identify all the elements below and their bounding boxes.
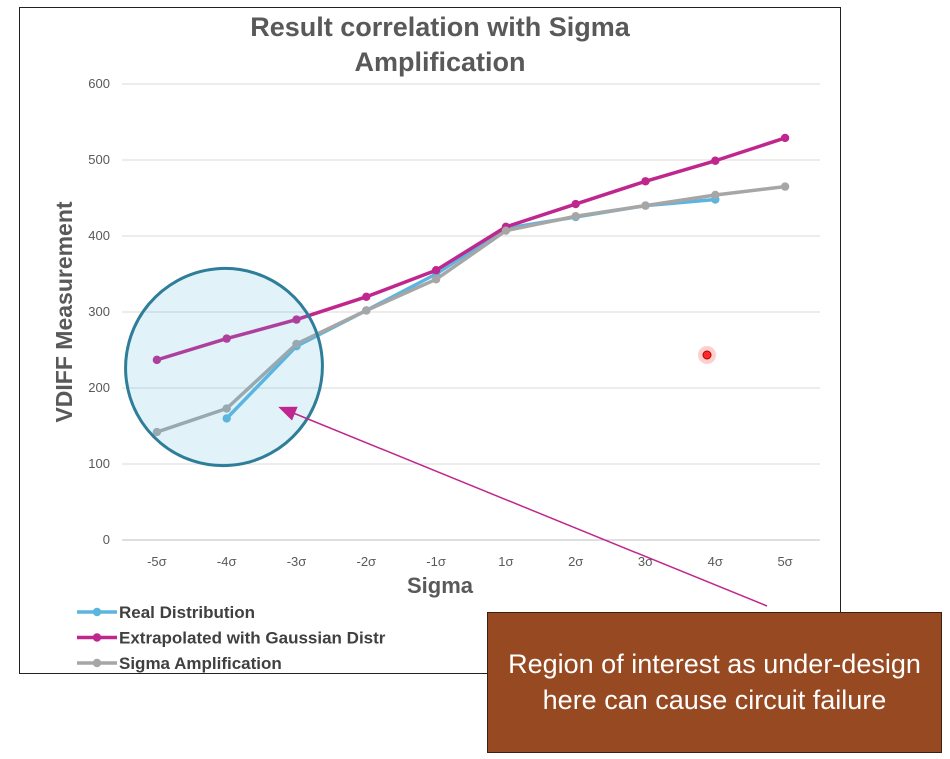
data-point	[222, 414, 231, 423]
region-of-interest-ellipse	[124, 266, 324, 468]
y-tick-label: 300	[88, 304, 110, 319]
x-tick-label: -4σ	[217, 554, 237, 569]
data-point	[362, 306, 371, 315]
x-tick-label: -1σ	[426, 554, 446, 569]
legend-label: Sigma Amplification	[119, 654, 282, 673]
annotation-callout: Region of interest as under-design here …	[487, 612, 942, 753]
y-tick-label: 400	[88, 228, 110, 243]
x-tick-label: 1σ	[498, 554, 513, 569]
series-3	[152, 182, 790, 437]
data-point	[571, 199, 580, 209]
data-point	[780, 182, 790, 191]
y-tick-label: 0	[103, 532, 110, 547]
chart-frame	[19, 7, 841, 674]
cursor-marker	[698, 346, 716, 364]
x-tick-label: -3σ	[287, 554, 307, 569]
legend-swatch-point	[92, 658, 102, 668]
y-tick-label: 200	[88, 380, 110, 395]
series-line	[156, 136, 786, 362]
x-tick-labels: -5σ -4σ -3σ -2σ -1σ 1σ 2σ 3σ 4σ 5σ	[147, 554, 793, 569]
y-tick-label: 100	[88, 456, 110, 471]
legend-swatch-point	[92, 633, 102, 642]
data-point	[292, 315, 301, 324]
data-point	[222, 334, 231, 343]
y-tick-label: 600	[88, 76, 110, 91]
legend-item: Real Distribution	[77, 603, 255, 622]
chart-title-line-1: Result correlation with Sigma	[250, 12, 631, 42]
chart-title-line-2: Amplification	[354, 47, 525, 77]
data-point	[431, 266, 441, 275]
data-point	[222, 404, 231, 413]
data-point	[431, 275, 441, 284]
legend-label: Real Distribution	[119, 603, 255, 622]
x-tick-label: 2σ	[568, 554, 583, 569]
data-point	[292, 339, 301, 349]
callout-text: Region of interest as under-design here …	[508, 649, 921, 715]
legend-item: Extrapolated with Gaussian Distr	[77, 629, 386, 648]
data-point	[641, 177, 650, 186]
data-point	[501, 226, 511, 235]
y-tick-label: 500	[88, 152, 110, 167]
series-2	[152, 133, 790, 365]
data-point	[711, 156, 720, 165]
series-line	[156, 184, 786, 434]
annotation-arrow	[278, 406, 768, 607]
y-tick-labels: 0 100 200 300 400 500 600	[88, 76, 110, 547]
legend-item: Sigma Amplification	[77, 654, 282, 673]
x-tick-label: -2σ	[357, 554, 377, 569]
x-tick-label: -5σ	[147, 554, 167, 569]
data-point	[641, 201, 650, 210]
data-point	[780, 133, 790, 143]
data-point	[152, 427, 162, 437]
legend-label: Extrapolated with Gaussian Distr	[119, 629, 386, 648]
legend: Real Distribution Extrapolated with Gauss…	[77, 603, 386, 673]
data-point	[152, 355, 162, 365]
x-tick-label: 4σ	[708, 554, 723, 569]
data-point	[571, 212, 580, 221]
y-axis-title: VDIFF Measurement	[51, 201, 77, 422]
grid-lines	[122, 83, 820, 541]
series-lines	[152, 133, 790, 437]
legend-swatch-point	[92, 607, 102, 617]
x-tick-label: 5σ	[777, 554, 792, 569]
data-point	[362, 292, 371, 301]
x-axis-title: Sigma	[407, 573, 474, 598]
data-point	[711, 190, 720, 200]
